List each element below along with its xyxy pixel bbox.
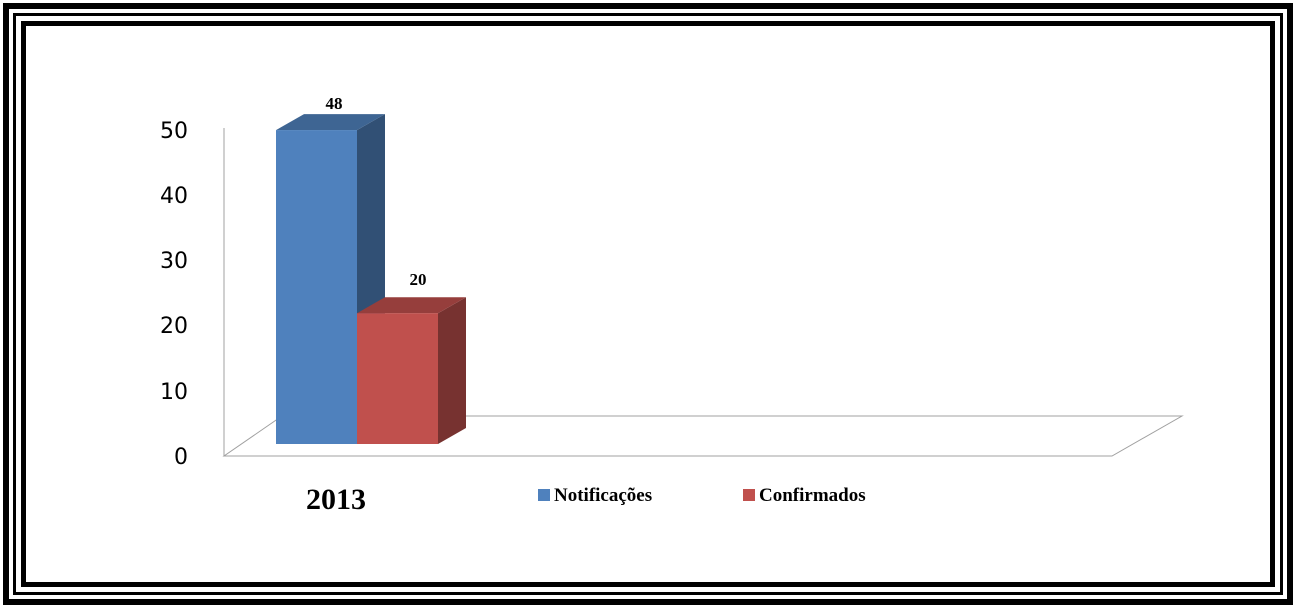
data-label-confirmados: 20 xyxy=(410,270,427,289)
y-tick-label-40: 40 xyxy=(160,184,188,209)
y-tick-label-10: 10 xyxy=(160,380,188,405)
y-tick-label-0: 0 xyxy=(174,445,188,470)
legend-label-notificacoes: Notificações xyxy=(554,485,652,506)
legend: Notificações Confirmados xyxy=(538,485,866,506)
bar-confirmados xyxy=(357,313,438,444)
data-label-notificacoes: 48 xyxy=(326,94,343,113)
legend-swatch-notificacoes xyxy=(538,489,550,501)
bar-top-notificacoes xyxy=(276,114,385,131)
middle-frame-border xyxy=(13,13,1283,595)
bar-top-confirmados xyxy=(357,297,466,314)
y-tick-label-50: 50 xyxy=(160,119,188,144)
category-label-2013: 2013 xyxy=(306,483,366,516)
legend-label-confirmados: Confirmados xyxy=(759,485,866,506)
outer-frame-border xyxy=(3,3,1293,605)
y-tick-label-30: 30 xyxy=(160,249,188,274)
legend-swatch-confirmados xyxy=(743,489,755,501)
inner-frame-border xyxy=(21,21,1275,587)
bar-series-group xyxy=(276,114,466,444)
y-tick-label-20: 20 xyxy=(160,314,188,339)
y-axis-ticks: 0 10 20 30 40 50 xyxy=(160,119,188,470)
bar-side-confirmados xyxy=(438,297,466,444)
bar-notificacoes xyxy=(276,130,357,444)
